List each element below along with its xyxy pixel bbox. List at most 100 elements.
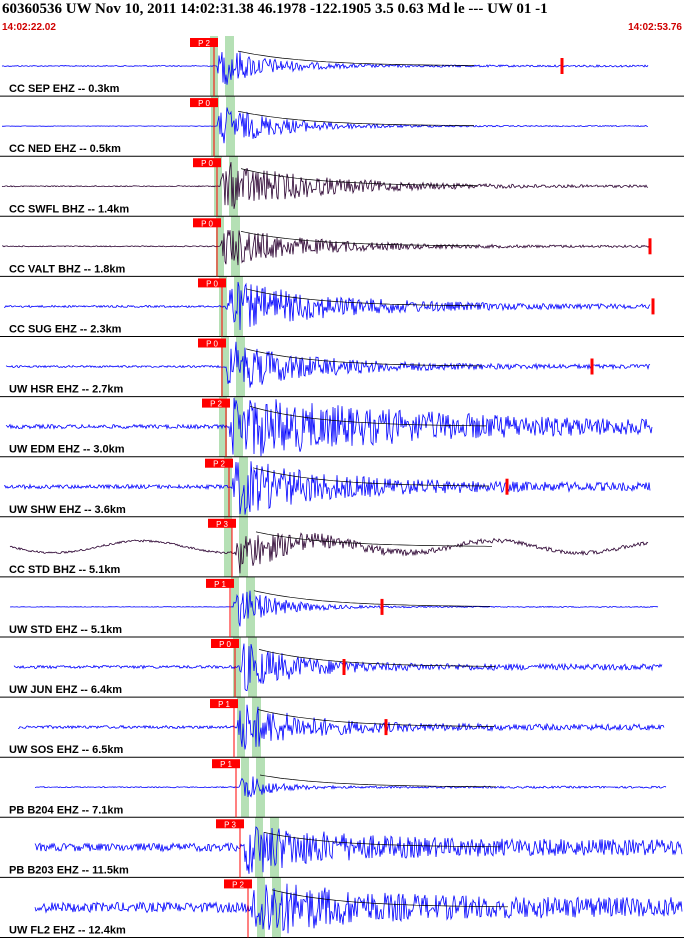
waveform-trace [34,826,683,874]
analysis-window [224,516,232,577]
p-pick-flag [202,398,230,408]
channel-label: UW FL2 EHZ -- 12.4km [9,925,126,937]
coda-curve [263,832,500,848]
p-pick-label: P 3 [224,820,236,829]
analysis-window [248,637,257,698]
waveform-trace [1,52,649,85]
p-pick-label: P 3 [216,520,228,529]
waveform-trace [1,162,649,209]
waveform-trace [9,590,659,627]
coda-curve [271,889,508,908]
analysis-window [246,576,255,637]
channel-label: CC STD BHZ -- 5.1km [9,564,120,576]
p-pick-label: P 2 [213,460,225,469]
p-pick-label: P 1 [220,760,232,769]
p-pick-flag [210,699,238,709]
channel-label: CC SEP EHZ -- 0.3km [9,83,120,95]
p-pick-flag [216,819,244,829]
coda-curve [255,531,492,547]
waveform-trace [13,643,663,692]
waveform-trace [34,883,683,934]
waveform-trace [17,704,665,750]
analysis-window [239,516,248,577]
p-pick-label: P 1 [214,580,226,589]
coda-curve [258,649,495,667]
start-time: 14:02:22.02 [2,22,56,33]
event-header: 60360536 UW Nov 10, 2011 14:02:31.38 46.… [0,0,684,36]
coda-end-marker [505,478,509,495]
p-pick-label: P 1 [218,700,230,709]
coda-curve [237,50,474,66]
analysis-window [219,396,227,457]
p-pick-flag [198,278,226,288]
analysis-window [234,276,243,337]
coda-curve [257,709,494,727]
p-pick-label: P 0 [201,159,213,168]
waveform-trace [3,461,651,515]
p-pick-flag [205,458,233,468]
p-pick-label: P 2 [198,39,210,48]
p-pick-label: P 0 [206,279,218,288]
channel-label: UW SOS EHZ -- 6.5km [9,744,124,756]
analysis-window [257,877,265,938]
p-pick-flag [212,759,240,769]
seismogram-panel[interactable]: P 2 CC SEP EHZ -- 0.3km P 0 CC NED EHZ -- 0… [0,36,684,938]
waveform-trace [9,532,649,574]
p-pick-flag [198,338,226,348]
analysis-window [219,276,227,337]
p-pick-label: P 2 [210,400,222,409]
channel-label: UW HSR EHZ -- 2.7km [9,384,124,396]
waveform-trace [2,230,651,266]
coda-end-marker [342,659,346,675]
coda-end-marker [380,598,384,615]
coda-end-marker [651,298,655,315]
coda-curve [253,590,490,607]
p-pick-label: P 0 [198,99,210,108]
analysis-window [221,336,229,397]
p-pick-flag [193,218,221,228]
p-pick-flag [193,158,221,168]
p-pick-flag [224,879,252,889]
channel-label: UW STD EHZ -- 5.1km [9,624,122,636]
p-pick-label: P 0 [219,640,231,649]
coda-end-marker [384,719,388,736]
coda-curve [237,110,474,126]
p-pick-label: P 0 [201,219,213,228]
analysis-window [241,757,249,818]
analysis-window [226,96,235,157]
waveform-trace [1,107,649,144]
waveform-trace [3,281,651,331]
p-pick-flag [190,98,218,108]
channel-label: UW JUN EHZ -- 6.4km [9,684,122,696]
channel-label: PB B203 EHZ -- 11.5km [9,864,129,876]
waveform-trace [34,776,667,798]
p-pick-label: P 0 [206,340,218,349]
coda-curve [245,288,482,307]
analysis-window [270,817,279,878]
coda-end-marker [590,358,594,375]
coda-curve [240,168,477,186]
p-pick-flag [206,578,234,588]
channel-label: CC NED EHZ -- 0.5km [9,143,121,155]
end-time: 14:02:53.76 [628,22,682,33]
channel-label: UW SHW EHZ -- 3.6km [9,504,126,516]
coda-curve [259,774,496,788]
channel-label: CC VALT BHZ -- 1.8km [9,263,126,275]
channel-label: PB B204 EHZ -- 7.1km [9,804,124,816]
coda-curve [249,405,486,427]
p-pick-label: P 2 [232,880,244,889]
analysis-window [237,697,245,758]
analysis-window [256,757,265,818]
waveform-trace [5,397,653,457]
coda-curve [245,348,482,367]
channel-label: CC SUG EHZ -- 2.3km [9,324,122,336]
waveform-trace [5,341,651,388]
channel-label: UW EDM EHZ -- 3.0km [9,444,125,456]
channel-label: CC SWFL BHZ -- 1.4km [9,203,129,215]
event-title: 60360536 UW Nov 10, 2011 14:02:31.38 46.… [2,1,548,17]
p-pick-flag [190,38,218,47]
coda-end-marker [560,58,564,74]
coda-curve [252,467,489,487]
p-pick-flag [211,639,239,648]
coda-curve [240,231,477,247]
